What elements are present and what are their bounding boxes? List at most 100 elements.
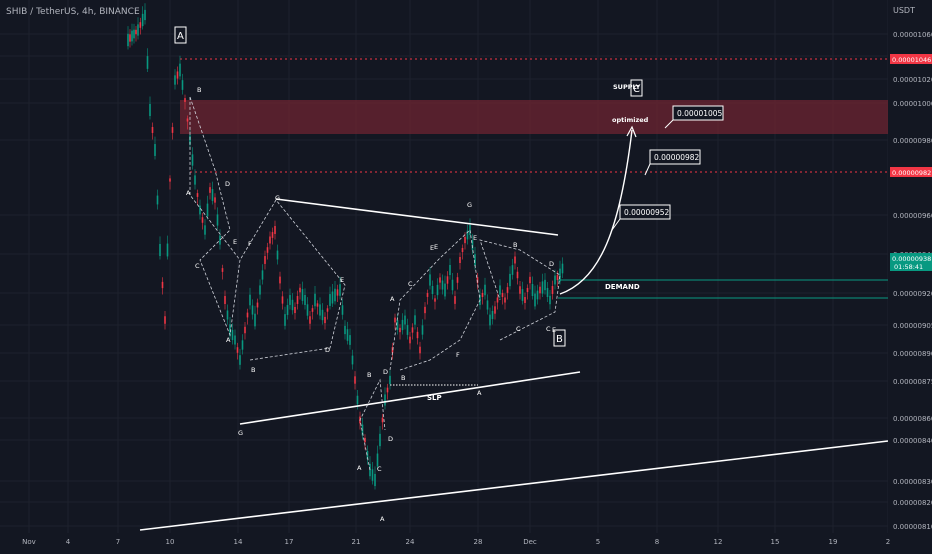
wave-box bbox=[174, 26, 187, 44]
candle-body bbox=[309, 316, 311, 324]
candle-body bbox=[379, 433, 381, 447]
candle-body bbox=[519, 286, 521, 294]
candle-body bbox=[331, 291, 334, 304]
candle-body bbox=[279, 276, 281, 284]
candle-body bbox=[186, 118, 189, 122]
candle-body bbox=[356, 395, 359, 405]
candle-body bbox=[399, 327, 401, 333]
candle-body bbox=[326, 308, 329, 312]
candle-body bbox=[166, 243, 169, 257]
candle-body bbox=[189, 135, 191, 145]
candle-body bbox=[161, 281, 164, 289]
x-tick-label: Dec bbox=[523, 538, 537, 546]
wave-label: E bbox=[552, 326, 556, 334]
candle-body bbox=[271, 232, 274, 238]
price-axis[interactable]: 0.000010600.000010400.000010200.00001000… bbox=[888, 0, 932, 550]
candle-body bbox=[364, 437, 366, 443]
candle-body bbox=[561, 263, 564, 274]
candle-body bbox=[146, 56, 149, 69]
y-tick-label: 0.00000875 bbox=[893, 378, 932, 386]
candle-body bbox=[454, 296, 456, 304]
candle-body bbox=[524, 297, 526, 303]
candle-body bbox=[299, 287, 301, 293]
candle-body bbox=[135, 29, 137, 35]
x-tick-label: 4 bbox=[66, 538, 71, 546]
candle-body bbox=[319, 304, 321, 316]
candle-body bbox=[296, 296, 299, 304]
y-tick-label: 0.00000810 bbox=[893, 523, 932, 531]
candle-body bbox=[494, 306, 496, 314]
candle-body bbox=[206, 203, 209, 217]
slp-label: SLP bbox=[427, 394, 442, 402]
candle-body bbox=[559, 268, 561, 282]
candle-body bbox=[214, 197, 216, 203]
candle-body bbox=[544, 279, 546, 291]
time-axis-bg bbox=[0, 533, 932, 550]
candle-body bbox=[534, 293, 536, 307]
price-badge bbox=[890, 253, 932, 271]
candle-body bbox=[216, 214, 219, 226]
candle-body bbox=[159, 243, 161, 257]
candle-body bbox=[236, 347, 239, 353]
candle-body bbox=[481, 292, 484, 298]
x-tick-label: 10 bbox=[166, 538, 175, 546]
candle-body bbox=[231, 329, 234, 341]
candle-body bbox=[251, 305, 254, 315]
wave-label: G bbox=[238, 429, 243, 437]
wave-label: D bbox=[325, 346, 330, 354]
candle-body bbox=[141, 13, 144, 27]
price-badge-label: 0.00000938 bbox=[892, 255, 931, 263]
candle-body bbox=[431, 285, 434, 295]
y-tick-label: 0.00000840 bbox=[893, 437, 932, 445]
target-callout-label: 0.00000952 bbox=[624, 208, 670, 217]
y-tick-label: 0.00000905 bbox=[893, 322, 932, 330]
x-tick-label: 15 bbox=[771, 538, 780, 546]
candle-body bbox=[137, 24, 139, 36]
candle-body bbox=[246, 312, 249, 318]
candle-body bbox=[529, 276, 531, 284]
candle-body bbox=[344, 325, 346, 335]
candle-body bbox=[511, 265, 514, 275]
candle-body bbox=[151, 127, 154, 133]
candle-body bbox=[401, 319, 404, 331]
candle-body bbox=[474, 254, 476, 266]
candle-body bbox=[294, 306, 296, 314]
candle-body bbox=[466, 230, 469, 240]
y-tick-label: 0.00000960 bbox=[893, 212, 932, 220]
candle-body bbox=[349, 335, 351, 345]
drawings: 0.000009520.000009820.00001005ABCSUPPLYo… bbox=[139, 26, 889, 531]
candle-body bbox=[446, 276, 449, 284]
candle-body bbox=[171, 127, 174, 133]
candle-body bbox=[226, 310, 229, 320]
candle-body bbox=[329, 294, 331, 306]
y-tick-label: 0.00000920 bbox=[893, 290, 932, 298]
candle-body bbox=[484, 284, 486, 296]
price-badge bbox=[890, 167, 932, 177]
candle-body bbox=[176, 71, 179, 79]
candle-body bbox=[539, 286, 541, 294]
candle-body bbox=[261, 270, 264, 280]
candle-body bbox=[549, 295, 551, 305]
x-tick-label: 7 bbox=[116, 538, 120, 546]
price-badge-label: 0.00001046 bbox=[892, 56, 931, 64]
candle-body bbox=[306, 304, 309, 316]
wave-label: D bbox=[225, 180, 230, 188]
candle-body bbox=[374, 473, 376, 487]
candle-body bbox=[501, 293, 504, 297]
symbol-title: SHIB / TetherUS, 4h, BINANCE bbox=[6, 7, 140, 17]
candle-body bbox=[414, 315, 416, 325]
candle-body bbox=[249, 294, 251, 306]
candle-body bbox=[199, 205, 201, 215]
candle-body bbox=[506, 287, 509, 293]
y-tick-label: 0.00001000 bbox=[893, 100, 932, 108]
candle-body bbox=[211, 189, 214, 201]
time-axis[interactable]: Nov 4 7 10 14 17 21 24 28 Dec 5 8 12 15 19 2 bbox=[0, 533, 932, 550]
candle-body bbox=[336, 289, 339, 296]
supply-label: SUPPLY bbox=[613, 83, 641, 91]
candle-body bbox=[259, 285, 261, 295]
wave-label: E bbox=[340, 276, 344, 284]
wave-label: F bbox=[248, 240, 252, 248]
candle-body bbox=[504, 297, 506, 303]
callout-pointer bbox=[644, 163, 651, 176]
